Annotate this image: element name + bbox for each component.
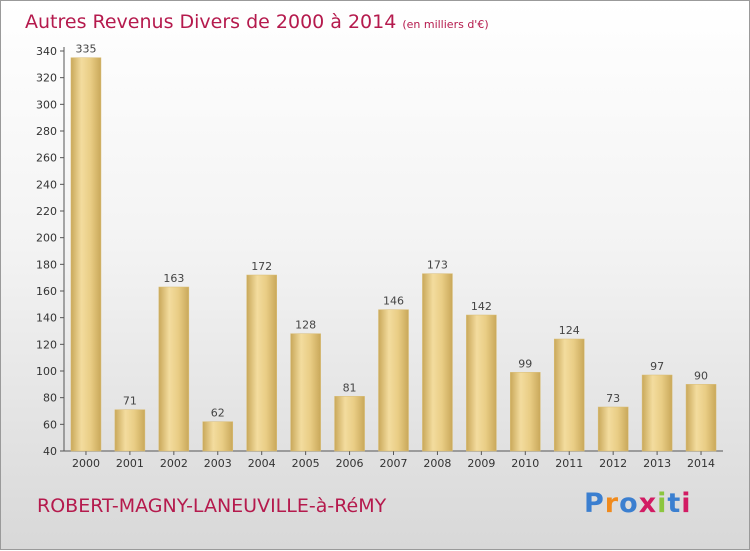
bar-2010	[510, 372, 541, 452]
y-tick-label: 300	[36, 98, 57, 111]
logo-letter: r	[604, 488, 620, 519]
y-axis: 40 60 80 100 120 140 160 180 200 220 240 260 280 300 3…	[36, 45, 65, 458]
x-tick-label-2001: 2001	[116, 457, 144, 470]
x-tick-label-2000: 2000	[72, 457, 100, 470]
value-label-2003: 62	[211, 407, 225, 420]
logo-letter: i	[657, 488, 668, 519]
x-tick-label-2003: 2003	[204, 457, 232, 470]
value-label-2005: 128	[295, 319, 316, 332]
y-tick-label: 340	[36, 45, 57, 58]
bar-2011	[553, 338, 585, 452]
y-tick-label: 180	[36, 258, 57, 271]
y-tick-label: 40	[43, 445, 57, 458]
bar-2004	[246, 274, 277, 452]
y-tick-label: 120	[36, 338, 57, 351]
bar-2007	[378, 309, 409, 452]
value-label-2012: 73	[606, 392, 620, 405]
y-tick-label: 160	[36, 285, 57, 298]
x-tick-label-2007: 2007	[380, 457, 408, 470]
y-tick-label: 260	[36, 152, 57, 165]
chart-title-unit: (en milliers d'€)	[402, 18, 489, 31]
y-tick-label: 140	[36, 312, 57, 325]
proxiti-logo: Proxiti	[584, 488, 692, 519]
logo-letter: x	[638, 488, 658, 519]
x-tick-label-2012: 2012	[599, 457, 627, 470]
bar-2009	[466, 314, 497, 452]
bar-2002	[158, 286, 190, 452]
logo-letter: P	[584, 488, 605, 519]
value-label-2014: 90	[694, 369, 708, 382]
x-axis: 2000 2001 2002 2003 2004 2005 2006 2007 2008 2009…	[64, 450, 723, 470]
value-label-2010: 99	[518, 357, 532, 370]
logo-letter: t	[667, 488, 682, 519]
bar-2001	[114, 409, 146, 452]
y-tick-label: 220	[36, 205, 57, 218]
chart-title-text: Autres Revenus Divers de 2000 à 2014	[25, 11, 397, 33]
chart-title: Autres Revenus Divers de 2000 à 2014 (en …	[25, 11, 489, 33]
bar-2003	[202, 421, 234, 452]
y-tick-label: 200	[36, 232, 57, 245]
value-label-2001: 71	[123, 395, 137, 408]
bar-2006	[334, 396, 365, 452]
value-label-2002: 163	[163, 272, 184, 285]
value-label-2004: 172	[251, 260, 272, 273]
x-tick-label-2014: 2014	[687, 457, 715, 470]
value-label-2007: 146	[383, 295, 404, 308]
value-label-2009: 142	[471, 300, 492, 313]
value-label-2006: 81	[343, 381, 357, 394]
value-label-2013: 97	[650, 360, 664, 373]
location-label: ROBERT-MAGNY-LANEUVILLE-à-RéMY	[37, 495, 387, 517]
y-tick-label: 100	[36, 365, 57, 378]
value-label-2011: 124	[559, 324, 580, 337]
bar-2012	[597, 406, 629, 452]
x-tick-label-2009: 2009	[467, 457, 495, 470]
value-label-2008: 173	[427, 259, 448, 272]
bar-2000	[70, 57, 102, 452]
y-tick-label: 240	[36, 178, 57, 191]
x-tick-label-2006: 2006	[336, 457, 364, 470]
x-tick-label-2013: 2013	[643, 457, 671, 470]
x-tick-label-2005: 2005	[292, 457, 320, 470]
bar-2014	[685, 384, 717, 452]
x-tick-label-2011: 2011	[555, 457, 583, 470]
bar-2008	[422, 273, 453, 452]
x-tick-label-2010: 2010	[511, 457, 539, 470]
logo-letter: o	[619, 488, 639, 519]
bar-2005	[290, 333, 321, 452]
y-tick-label: 60	[43, 418, 57, 431]
y-tick-label: 80	[43, 392, 57, 405]
y-tick-label: 320	[36, 72, 57, 85]
logo-letter: i	[681, 488, 692, 519]
y-tick-label: 280	[36, 125, 57, 138]
x-tick-label-2002: 2002	[160, 457, 188, 470]
bars: 335 71 163 62 172 128 81 146 173 142 99 124 73 97 90	[70, 43, 717, 452]
x-tick-label-2008: 2008	[423, 457, 451, 470]
x-tick-label-2004: 2004	[248, 457, 276, 470]
value-label-2000: 335	[75, 43, 96, 56]
bar-2013	[641, 374, 673, 452]
